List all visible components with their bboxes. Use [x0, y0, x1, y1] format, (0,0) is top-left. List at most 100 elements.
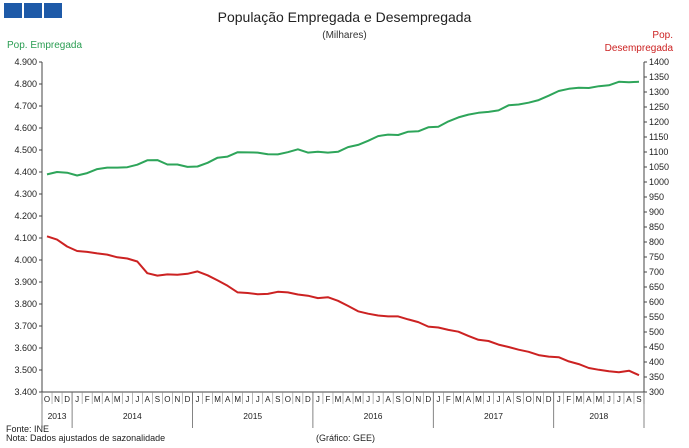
right-axis-label-line1: Pop.: [652, 30, 673, 41]
month-tick-label: J: [125, 395, 129, 404]
month-tick-label: J: [316, 395, 320, 404]
left-tick-label: 4.800: [14, 79, 37, 89]
right-tick-label: 950: [649, 192, 664, 202]
month-tick-label: J: [135, 395, 139, 404]
source-note: Fonte: INE: [6, 424, 50, 434]
month-tick-label: M: [355, 395, 362, 404]
left-tick-label: 4.400: [14, 167, 37, 177]
month-tick-label: M: [335, 395, 342, 404]
left-tick-label: 4.300: [14, 189, 37, 199]
month-tick-label: F: [566, 395, 571, 404]
year-tick-label: 2018: [589, 411, 608, 421]
year-tick-label: 2017: [484, 411, 503, 421]
right-tick-label: 550: [649, 312, 664, 322]
month-tick-label: M: [596, 395, 603, 404]
year-tick-label: 2015: [243, 411, 262, 421]
month-tick-label: J: [557, 395, 561, 404]
month-tick-label: F: [85, 395, 90, 404]
left-tick-label: 4.700: [14, 101, 37, 111]
right-tick-label: 600: [649, 297, 664, 307]
right-tick-label: 700: [649, 267, 664, 277]
month-tick-label: A: [506, 395, 512, 404]
month-tick-label: A: [145, 395, 151, 404]
month-tick-label: M: [575, 395, 582, 404]
left-tick-label: 3.600: [14, 343, 37, 353]
month-tick-label: D: [305, 395, 311, 404]
right-tick-label: 350: [649, 372, 664, 382]
right-tick-label: 1100: [649, 147, 668, 157]
month-tick-label: M: [234, 395, 241, 404]
right-axis-label-line2: Desempregada: [604, 43, 673, 54]
month-tick-label: O: [44, 395, 50, 404]
month-tick-label: M: [475, 395, 482, 404]
right-tick-label: 1050: [649, 162, 669, 172]
month-tick-label: A: [586, 395, 592, 404]
year-tick-label: 2014: [123, 411, 142, 421]
left-tick-label: 3.900: [14, 277, 37, 287]
month-tick-label: D: [64, 395, 70, 404]
month-tick-label: F: [205, 395, 210, 404]
right-tick-label: 1300: [649, 87, 669, 97]
right-tick-label: 450: [649, 342, 664, 352]
unemployed-series-line: [46, 235, 640, 377]
logo-block-3: [44, 3, 62, 18]
month-tick-label: J: [436, 395, 440, 404]
month-tick-label: O: [285, 395, 291, 404]
month-tick-label: J: [256, 395, 260, 404]
month-tick-label: A: [626, 395, 632, 404]
month-tick-label: J: [376, 395, 380, 404]
right-tick-label: 650: [649, 282, 664, 292]
year-tick-label: 2013: [48, 411, 67, 421]
month-tick-label: N: [54, 395, 60, 404]
left-tick-label: 4.600: [14, 123, 37, 133]
left-tick-label: 3.500: [14, 365, 37, 375]
year-tick-label: 2016: [364, 411, 383, 421]
month-tick-label: A: [345, 395, 351, 404]
right-tick-label: 1400: [649, 57, 669, 67]
month-tick-label: S: [396, 395, 401, 404]
adjustment-note: Nota: Dados ajustados de sazonalidade: [6, 433, 166, 443]
month-tick-label: O: [164, 395, 170, 404]
month-tick-label: N: [415, 395, 421, 404]
month-tick-label: A: [466, 395, 472, 404]
right-tick-label: 1000: [649, 177, 669, 187]
left-tick-label: 4.000: [14, 255, 37, 265]
left-tick-label: 3.400: [14, 387, 37, 397]
month-tick-label: S: [636, 395, 641, 404]
chart-title: População Empregada e Desempregada: [217, 9, 472, 25]
month-tick-label: M: [94, 395, 101, 404]
right-tick-label: 850: [649, 222, 664, 232]
left-tick-label: 4.900: [14, 57, 37, 67]
logo-block-2: [24, 3, 42, 18]
month-tick-label: A: [105, 395, 111, 404]
employed-series-line: [46, 80, 640, 177]
brand-logo: [4, 3, 62, 18]
month-tick-label: N: [175, 395, 181, 404]
month-tick-label: J: [486, 395, 490, 404]
right-tick-label: 1250: [649, 102, 669, 112]
right-tick-label: 800: [649, 237, 664, 247]
left-axis-label: Pop. Empregada: [7, 40, 83, 51]
left-tick-label: 4.500: [14, 145, 37, 155]
month-tick-label: N: [295, 395, 301, 404]
right-tick-label: 1200: [649, 117, 669, 127]
chart-subtitle: (Milhares): [322, 30, 367, 41]
month-tick-label: O: [405, 395, 411, 404]
month-tick-label: N: [536, 395, 542, 404]
right-tick-label: 750: [649, 252, 664, 262]
month-tick-label: A: [385, 395, 391, 404]
month-tick-label: F: [446, 395, 451, 404]
month-tick-label: J: [607, 395, 611, 404]
month-tick-label: J: [75, 395, 79, 404]
month-tick-label: M: [214, 395, 221, 404]
month-tick-label: D: [425, 395, 431, 404]
month-tick-label: O: [525, 395, 531, 404]
right-tick-label: 500: [649, 327, 664, 337]
month-tick-label: M: [455, 395, 462, 404]
month-tick-label: J: [366, 395, 370, 404]
left-tick-label: 4.100: [14, 233, 37, 243]
left-tick-label: 3.700: [14, 321, 37, 331]
month-tick-label: S: [275, 395, 280, 404]
right-tick-label: 400: [649, 357, 664, 367]
right-tick-label: 1350: [649, 72, 669, 82]
